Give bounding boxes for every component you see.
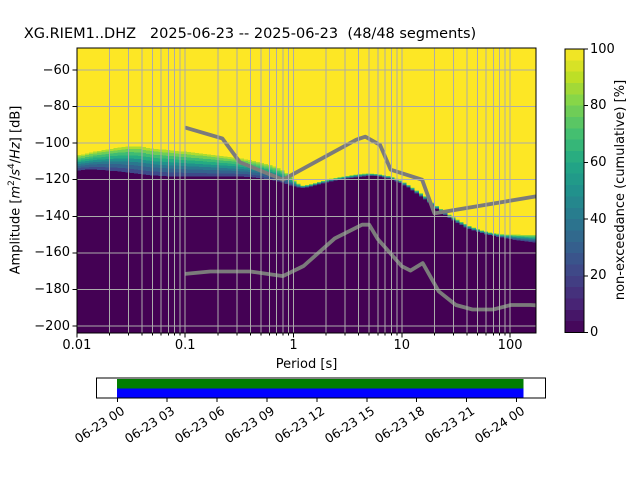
colorbar-border: [564, 48, 585, 333]
ppsd-low-region: [76, 169, 537, 333]
y-tick-label: −140: [34, 208, 70, 224]
x-tick-label: 0.01: [62, 338, 92, 353]
colorbar-step: [565, 241, 584, 254]
colorbar-step: [565, 105, 584, 118]
colorbar-step: [565, 71, 584, 84]
y-axis-label-s-exp: 4: [7, 163, 17, 169]
y-axis-label-slash1: /: [8, 175, 24, 181]
x-axis-label: Period [s]: [275, 357, 338, 372]
colorbar-step: [565, 162, 584, 175]
colorbar-step: [565, 264, 584, 277]
y-tick-label: −120: [34, 172, 70, 188]
data-coverage-bar-top: [117, 379, 524, 389]
y-axis-label-m: m: [8, 185, 24, 199]
x-tick-label: 10: [393, 338, 411, 353]
plot-title: XG.RIEM1..DHZ 2025-06-23 -- 2025-06-23 (…: [23, 26, 477, 42]
colorbar-step: [565, 207, 584, 220]
y-axis-label-slash2: /: [8, 158, 24, 164]
colorbar-step: [565, 117, 584, 129]
colorbar-step: [565, 60, 584, 73]
y-axis-label-suffix: ] [dB]: [8, 105, 24, 143]
x-tick-label: 0.1: [174, 338, 196, 353]
y-axis-label-hz: Hz: [8, 142, 24, 159]
colorbar-step: [565, 185, 584, 197]
y-tick-label: −100: [34, 135, 70, 151]
colorbar-step: [565, 230, 584, 243]
x-tick-label: 100: [497, 338, 523, 353]
colorbar-tick-label: 0: [590, 325, 599, 340]
colorbar-step: [565, 253, 584, 265]
y-tick-label: −60: [42, 62, 70, 78]
x-tick-label: 1: [289, 338, 298, 353]
plot-border: [76, 47, 537, 334]
colorbar-label: non-exceedance (cumulative) [%]: [613, 79, 628, 301]
colorbar-step: [565, 219, 584, 231]
y-axis-label-prefix: Amplitude [: [8, 198, 24, 275]
colorbar-step: [565, 321, 584, 333]
colorbar-tick-label: 20: [590, 268, 607, 284]
colorbar-tick-label: 60: [590, 154, 607, 170]
nhnm-line: [184, 125, 537, 216]
y-tick-label: −80: [42, 99, 70, 115]
colorbar-step: [565, 275, 584, 288]
colorbar-step: [565, 298, 584, 311]
y-tick-label: −160: [34, 245, 70, 261]
y-tick-label: −200: [34, 318, 70, 334]
colorbar-step: [565, 94, 584, 107]
colorbar-step: [565, 173, 584, 186]
y-axis-label-s: s: [8, 168, 24, 176]
colorbar-step: [565, 151, 584, 163]
colorbar-step: [565, 49, 584, 61]
colorbar-step: [565, 196, 584, 209]
colorbar-step: [565, 309, 584, 322]
colorbar-step: [565, 83, 584, 95]
y-tick-label: −180: [34, 281, 70, 297]
data-coverage-bar-bottom: [117, 388, 524, 398]
colorbar-tick-label: 40: [590, 211, 607, 227]
colorbar-tick-label: 100: [590, 41, 615, 57]
colorbar-step: [565, 287, 584, 299]
colorbar-tick-label: 80: [590, 98, 607, 114]
y-axis-label-m-exp: 2: [7, 180, 17, 186]
y-axis-label: Amplitude [m2/s4/Hz] [dB]: [7, 90, 25, 290]
colorbar-step: [565, 128, 584, 141]
colorbar-step: [565, 139, 584, 152]
